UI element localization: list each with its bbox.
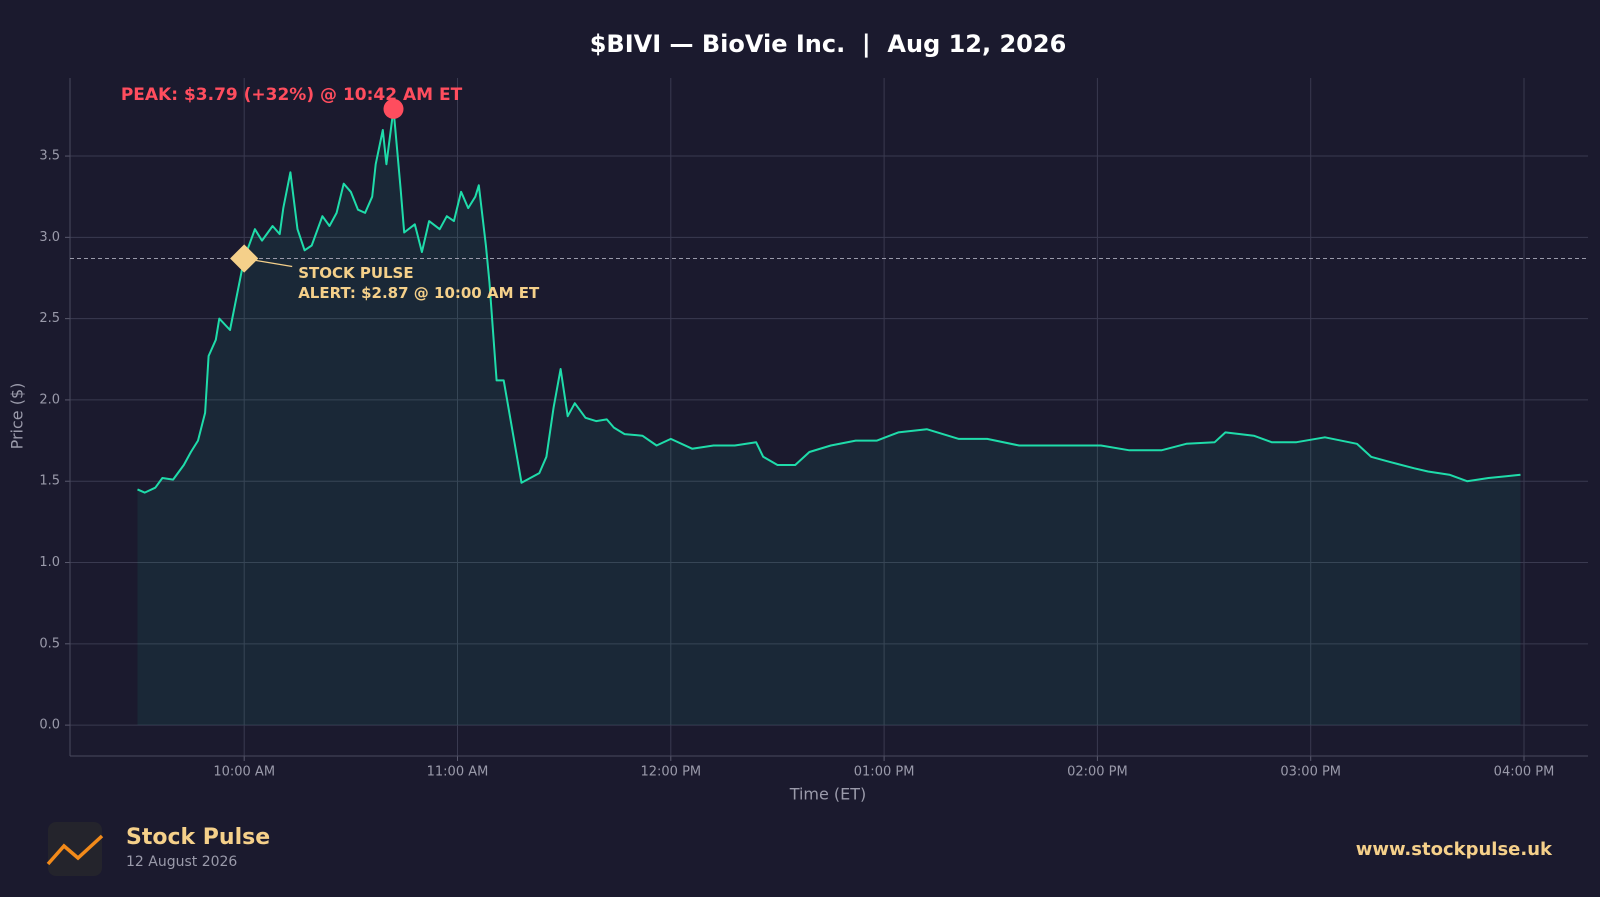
footer-date: 12 August 2026 — [126, 854, 237, 870]
x-tick-label: 04:00 PM — [1494, 765, 1555, 780]
y-tick-label: 2.5 — [39, 311, 60, 326]
y-tick-label: 0.5 — [39, 636, 60, 651]
y-tick-label: 1.0 — [39, 555, 60, 570]
x-tick-label: 12:00 PM — [640, 765, 701, 780]
y-tick-label: 1.5 — [39, 474, 60, 489]
y-tick-label: 2.0 — [39, 392, 60, 407]
y-tick-label: 3.5 — [39, 149, 60, 164]
line — [137, 107, 1521, 494]
footer-url: www.stockpulse.uk — [1356, 839, 1553, 860]
y-tick-label: 3.0 — [39, 230, 60, 245]
brand-name: Stock Pulse — [126, 825, 270, 850]
x-tick-label: 03:00 PM — [1280, 765, 1341, 780]
chart-title: $BIVI — BioVie Inc. | Aug 12, 2026 — [590, 30, 1067, 58]
y-tick-label: 0.0 — [39, 718, 60, 733]
x-tick-label: 01:00 PM — [854, 765, 915, 780]
logo — [46, 822, 104, 876]
x-tick-label: 02:00 PM — [1067, 765, 1128, 780]
x-axis-label: Time (ET) — [789, 785, 867, 804]
y-axis-label: Price ($) — [8, 383, 27, 450]
alert-label: ALERT: $2.87 @ 10:00 AM ET — [298, 284, 540, 302]
area — [137, 108, 1521, 726]
x-tick-label: 11:00 AM — [427, 765, 489, 780]
peak-marker — [383, 98, 404, 119]
peak-label: PEAK: $3.79 (+32%) @ 10:42 AM ET — [121, 85, 463, 105]
x-tick-label: 10:00 AM — [213, 765, 275, 780]
alert-label: STOCK PULSE — [298, 264, 413, 282]
